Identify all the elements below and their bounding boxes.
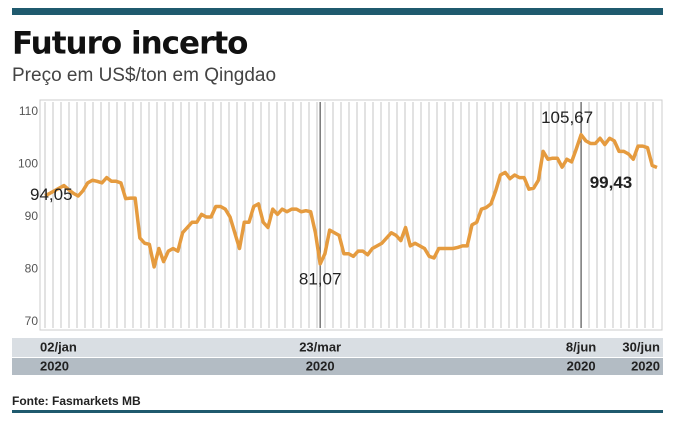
x-tick-label: 30/jun xyxy=(622,339,660,354)
value-label: 81,07 xyxy=(299,269,342,288)
x-tick-label: 23/mar xyxy=(299,339,341,354)
y-tick-label: 80 xyxy=(25,262,39,276)
x-year-label: 2020 xyxy=(631,358,660,373)
source: Fonte: Fasmarkets MB xyxy=(12,394,141,408)
value-label: 94,05 xyxy=(30,185,73,204)
bottom-rule xyxy=(12,410,663,413)
y-tick-label: 90 xyxy=(25,209,39,223)
value-label: 99,43 xyxy=(590,173,633,192)
date-band xyxy=(12,338,663,357)
y-tick-label: 70 xyxy=(25,314,39,328)
x-year-label: 2020 xyxy=(40,358,69,373)
x-year-label: 2020 xyxy=(567,358,596,373)
x-tick-label: 8/jun xyxy=(566,339,596,354)
x-year-label: 2020 xyxy=(306,358,335,373)
value-label: 105,67 xyxy=(541,108,593,127)
chart-subtitle: Preço em US$/ton em Qingdao xyxy=(12,65,276,86)
price-line xyxy=(44,132,658,269)
y-tick-label: 100 xyxy=(18,157,38,171)
chart-title: Futuro incerto xyxy=(12,26,247,62)
year-band xyxy=(12,358,663,375)
x-tick-label: 02/jan xyxy=(40,339,77,354)
top-rule xyxy=(12,8,663,15)
plot-frame xyxy=(39,99,663,331)
y-tick-label: 110 xyxy=(19,104,38,118)
